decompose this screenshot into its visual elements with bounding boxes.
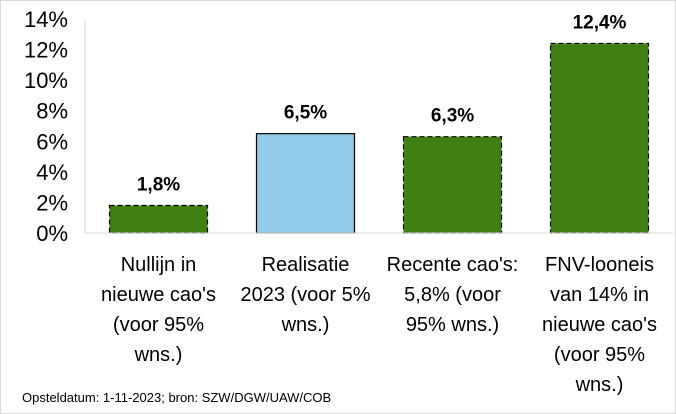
y-tick-label: 2% xyxy=(36,190,68,215)
data-label: 6,3% xyxy=(431,106,474,127)
bar xyxy=(255,133,356,234)
category-label: 5,8% (voor xyxy=(404,284,501,306)
y-tick-label: 12% xyxy=(24,38,68,63)
category-label: Recente cao's: xyxy=(387,254,519,276)
y-tick-label: 6% xyxy=(36,129,68,154)
category-label: Realisatie xyxy=(262,254,350,276)
data-label: 6,5% xyxy=(284,103,327,124)
y-tick-label: 14% xyxy=(24,7,68,32)
bar xyxy=(549,42,650,234)
y-tick-label: 10% xyxy=(24,68,68,93)
category-label: wns.) xyxy=(134,344,183,366)
data-label: 1,8% xyxy=(137,174,180,195)
data-label: 12,4% xyxy=(573,12,627,33)
y-tick-label: 4% xyxy=(36,160,68,185)
category-label: (voor 95% xyxy=(554,344,645,366)
category-label: (voor 95% xyxy=(113,314,204,336)
category-label: Nullijn in xyxy=(121,254,197,276)
category-label: 2023 (voor 5% xyxy=(240,284,370,306)
category-label: FNV-looneis xyxy=(545,254,654,276)
bar xyxy=(402,136,503,234)
category-label: nieuwe cao's xyxy=(101,284,216,306)
category-label: 95% wns.) xyxy=(406,314,499,336)
y-tick-label: 0% xyxy=(36,221,68,246)
category-label: wns.) xyxy=(575,374,624,396)
category-label: nieuwe cao's xyxy=(542,314,657,336)
source-note: Opsteldatum: 1-11-2023; bron: SZW/DGW/UA… xyxy=(22,390,332,405)
bar xyxy=(108,204,209,234)
category-label: wns.) xyxy=(281,314,330,336)
category-label: van 14% in xyxy=(550,284,649,306)
y-tick-label: 8% xyxy=(36,99,68,124)
